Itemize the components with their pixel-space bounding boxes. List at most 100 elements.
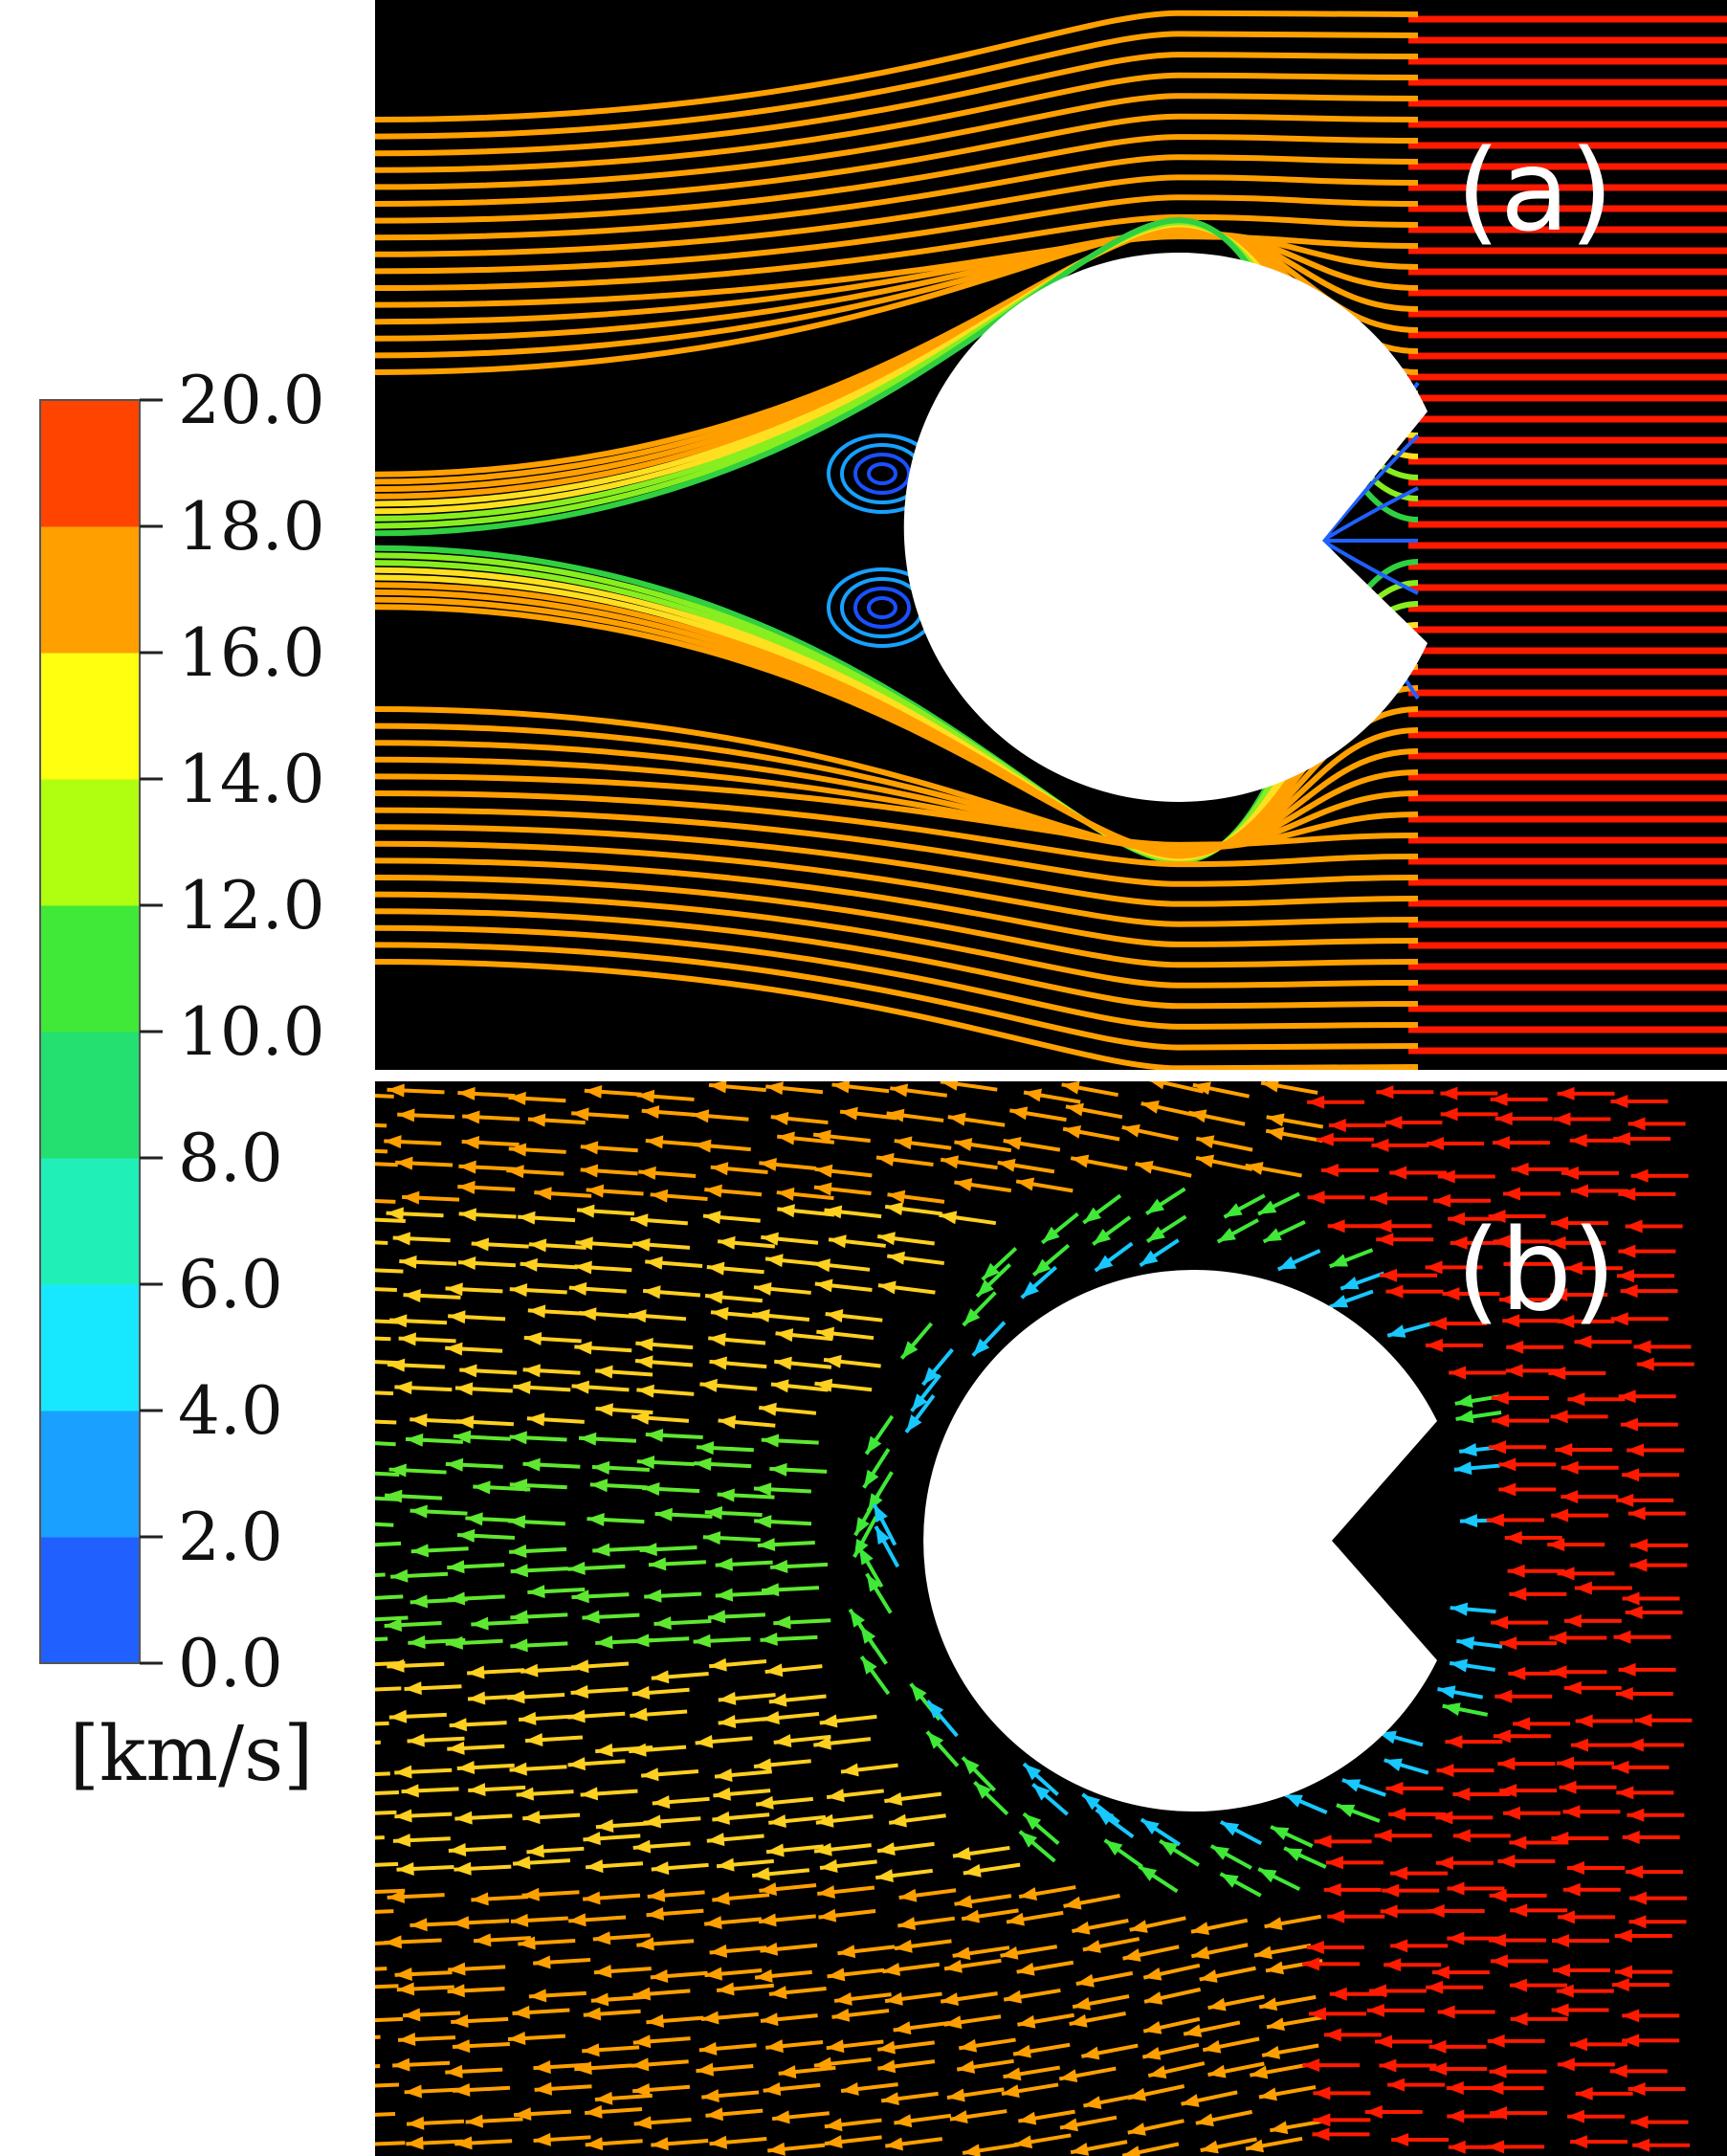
velocity-arrow-head [1271, 1826, 1290, 1840]
velocity-arrow-head [1549, 1665, 1567, 1679]
wake-vortex [867, 462, 897, 485]
velocity-arrow-head [814, 1278, 833, 1293]
velocity-arrow-head [534, 1187, 552, 1201]
streamline [375, 113, 1419, 207]
velocity-arrow [375, 1122, 387, 1128]
streamline [375, 824, 1419, 907]
velocity-arrow-head [1435, 1856, 1453, 1870]
velocity-arrow-head [1459, 1442, 1477, 1456]
velocity-arrow-head [762, 1583, 780, 1597]
velocity-arrow-head [1450, 1235, 1468, 1250]
velocity-arrow-head [882, 1963, 901, 1976]
velocity-arrow-head [632, 2034, 652, 2049]
velocity-arrow-head [1492, 1136, 1510, 1150]
velocity-arrow [375, 2082, 400, 2088]
velocity-arrow-head [1429, 2062, 1448, 2077]
velocity-arrow-head [1000, 1945, 1019, 1960]
velocity-arrow-head [1553, 1112, 1571, 1126]
velocity-arrow-head [1625, 1605, 1643, 1619]
colorbar-segment [40, 400, 140, 527]
velocity-arrow-head [1270, 2121, 1289, 2135]
obstacle-b [923, 1270, 1437, 1811]
velocity-arrow-head [629, 1743, 647, 1757]
velocity-arrow-head [586, 1859, 604, 1874]
velocity-arrow-head [1140, 1100, 1160, 1114]
velocity-arrow-head [403, 1288, 421, 1302]
velocity-arrow-head [1366, 2003, 1384, 2017]
velocity-arrow-head [401, 1784, 419, 1798]
velocity-arrow-head [1127, 2123, 1146, 2136]
velocity-arrow-head [1550, 1287, 1568, 1301]
velocity-arrow-head [509, 1478, 528, 1493]
velocity-arrow-head [768, 1693, 787, 1707]
velocity-arrow-head [408, 1635, 426, 1649]
velocity-arrow-head [1551, 1508, 1569, 1523]
velocity-arrow-head [752, 1308, 770, 1322]
velocity-arrow-head [645, 1428, 664, 1442]
velocity-arrow-head [585, 2137, 604, 2151]
streamline [375, 840, 1419, 927]
velocity-arrow-head [1448, 2140, 1466, 2154]
velocity-arrow-head [1190, 1922, 1210, 1935]
velocity-arrow-head [643, 1814, 662, 1829]
velocity-arrow-head [1380, 1904, 1398, 1919]
velocity-arrow-head [1435, 1811, 1453, 1825]
velocity-arrow-head [590, 1992, 609, 2007]
velocity-arrow-head [863, 1469, 879, 1488]
velocity-arrow-head [963, 1863, 982, 1878]
velocity-arrow-head [405, 1433, 424, 1447]
velocity-arrow-head [704, 1184, 722, 1198]
velocity-arrow-head [522, 1811, 541, 1825]
velocity-arrow-head [518, 1936, 536, 1950]
velocity-arrow [375, 1721, 389, 1726]
velocity-arrow-head [877, 1280, 897, 1295]
velocity-arrow-head [776, 1187, 795, 1201]
velocity-arrow-head [1556, 1984, 1574, 1998]
velocity-arrow-head [1258, 1868, 1277, 1883]
colorbar-tick-label: 16.0 [178, 615, 325, 692]
velocity-arrow-head [465, 2114, 483, 2128]
velocity-arrow-head [1618, 1244, 1636, 1258]
velocity-arrow-head [410, 1594, 428, 1609]
velocity-arrow-head [1340, 1277, 1360, 1290]
velocity-arrow-head [824, 2135, 843, 2149]
velocity-arrow [375, 1636, 388, 1642]
velocity-arrow-head [571, 1659, 589, 1674]
velocity-arrow-head [1557, 1086, 1575, 1100]
velocity-arrow-head [1429, 1317, 1448, 1331]
velocity-arrow-head [695, 1734, 714, 1748]
velocity-arrow-head [1547, 1538, 1565, 1552]
velocity-arrow-head [717, 1982, 735, 1996]
velocity-arrow-head [387, 1358, 406, 1372]
velocity-arrow-head [1426, 1980, 1444, 1994]
velocity-arrow-head [1629, 1891, 1648, 1905]
velocity-arrow-head [705, 2107, 723, 2122]
velocity-arrow-head [1564, 1261, 1583, 1276]
velocity-arrow-head [1557, 2057, 1575, 2072]
velocity-arrow-head [384, 1618, 402, 1633]
colorbar-tick-label: 20.0 [178, 363, 325, 439]
velocity-arrow-head [1033, 1258, 1052, 1276]
velocity-arrow-head [826, 2039, 845, 2054]
velocity-arrow-head [1024, 1764, 1042, 1781]
velocity-arrow-head [696, 2062, 715, 2077]
velocity-arrow-head [462, 1110, 480, 1124]
velocity-arrow-head [1093, 1228, 1112, 1245]
velocity-arrow-head [1150, 1081, 1165, 1090]
velocity-arrow-head [1075, 1973, 1095, 1988]
velocity-arrow-head [584, 1084, 603, 1099]
velocity-arrow-head [1325, 1856, 1343, 1870]
velocity-arrow-head [392, 2057, 410, 2072]
velocity-arrow-head [445, 1342, 463, 1356]
velocity-arrow-head [646, 2013, 664, 2028]
colorbar-tick-label: 8.0 [178, 1121, 283, 1197]
velocity-arrow-head [824, 1354, 842, 1368]
velocity-arrow-head [1610, 1094, 1628, 1108]
velocity-arrow-head [1567, 1392, 1585, 1407]
velocity-arrow-head [1442, 1287, 1460, 1301]
velocity-arrow-head [1452, 1829, 1471, 1843]
velocity-arrow-head [1246, 2139, 1264, 2153]
velocity-arrow-head [818, 1908, 837, 1923]
velocity-arrow-head [875, 1152, 895, 1167]
velocity-arrow-head [1284, 1794, 1303, 1808]
